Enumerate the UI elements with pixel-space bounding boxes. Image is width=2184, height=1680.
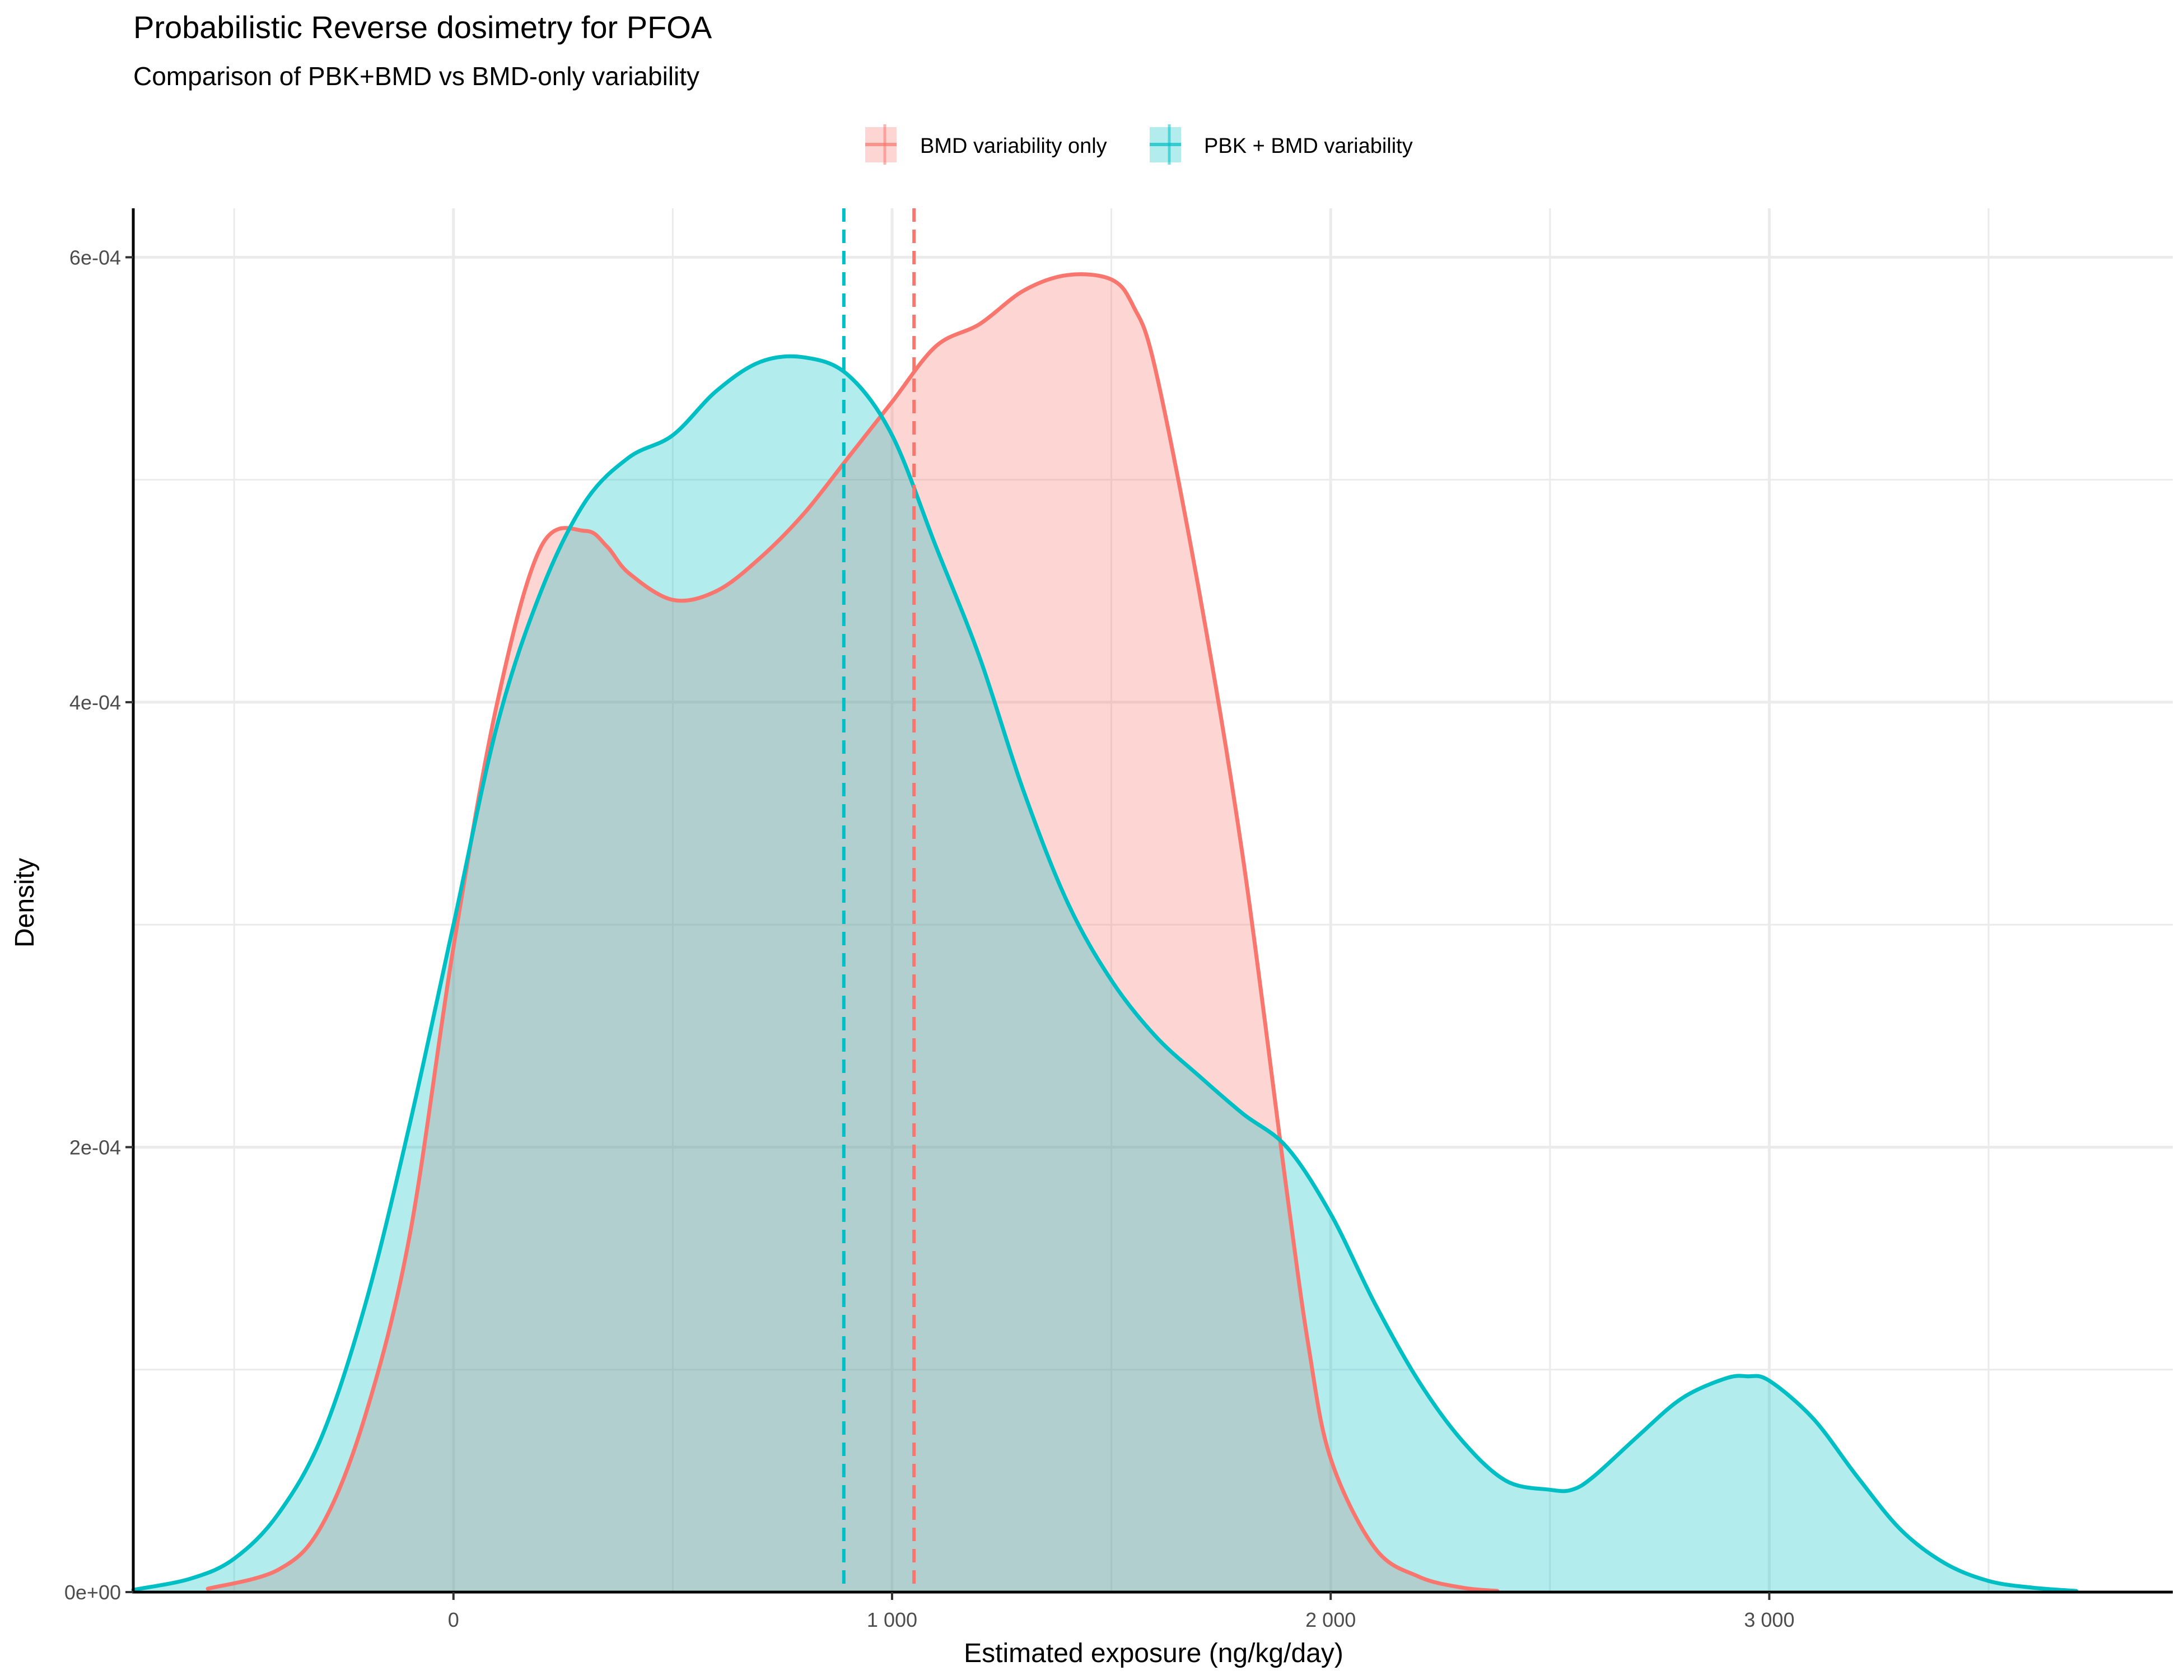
axes [132, 208, 2173, 1594]
y-axis-title: Density [10, 858, 40, 948]
legend-label-bmd: BMD variability only [920, 134, 1107, 158]
y-tick-label: 6e-04 [69, 246, 121, 269]
chart-subtitle: Comparison of PBK+BMD vs BMD-only variab… [133, 62, 699, 91]
y-tick-label: 0e+00 [64, 1581, 121, 1604]
y-tick-label: 4e-04 [69, 691, 121, 714]
y-tick-label: 2e-04 [69, 1136, 121, 1159]
legend-label-pbk: PBK + BMD variability [1204, 134, 1413, 158]
gridlines [133, 208, 2173, 1594]
x-tick-label: 0 [448, 1608, 459, 1631]
x-tick-label: 2 000 [1305, 1608, 1356, 1631]
density-area-series-2 [133, 356, 2076, 1592]
x-axis-title: Estimated exposure (ng/kg/day) [964, 1639, 1343, 1668]
x-tick-label: 1 000 [867, 1608, 917, 1631]
density-area-series-1 [208, 274, 1497, 1593]
density-line-series-2 [131, 354, 2079, 1593]
tick-labels: 0 1 000 2 000 3 000 0e+00 2e-04 4e-04 6e-04 [64, 246, 1795, 1631]
density-line-series-1 [206, 272, 1500, 1593]
mean-lines [842, 208, 916, 1592]
x-tick-label: 3 000 [1744, 1608, 1794, 1631]
chart-title: Probabilistic Reverse dosimetry for PFOA [133, 10, 712, 45]
legend: BMD variability only PBK + BMD variabili… [865, 124, 1413, 165]
density-areas [131, 272, 2079, 1593]
